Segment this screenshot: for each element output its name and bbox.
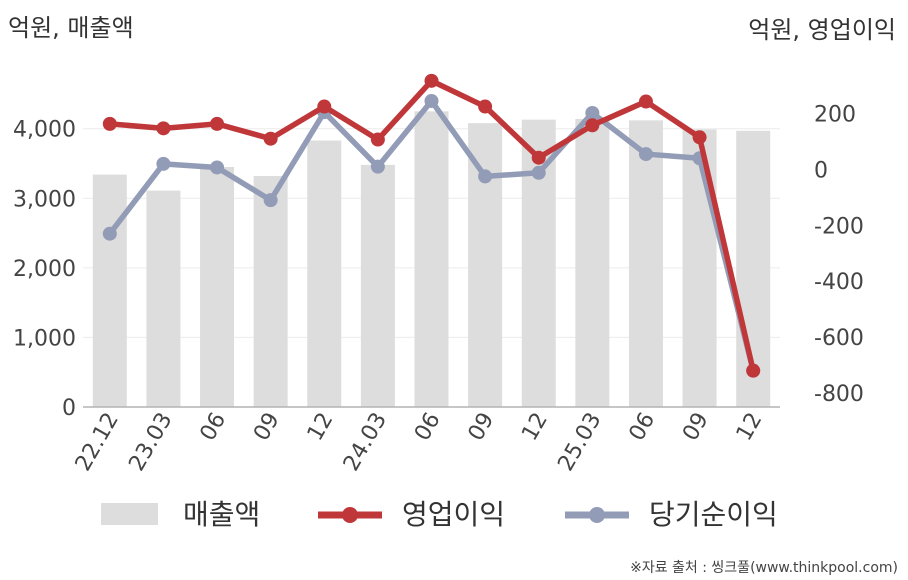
revenue-bar [468,123,503,407]
legend-label-operating-profit: 영업이익 [402,498,505,531]
net-income-point [370,159,385,174]
operating-profit-point [102,116,117,131]
x-tick-label: 23.03 [124,409,177,476]
x-tick-label: 12 [517,409,553,446]
legend-marker-operating-profit [342,507,358,523]
right-tick-label: -600 [814,326,864,351]
source-note: ※자료 출처 : 씽크풀(www.thinkpool.com) [630,560,898,576]
left-tick-label: 4,000 [13,118,76,143]
revenue-bar [628,120,663,407]
operating-profit-point [746,363,761,378]
line-series [102,73,761,378]
operating-profit-point [263,131,278,146]
net-income-point [478,169,493,184]
x-axis-ticks: 22.12 23.03 06 09 12 24.03 06 09 12 25.03 06 09 12 [71,408,768,475]
left-axis-ticks: 0 1,000 2,000 3,000 4,000 [13,118,76,421]
legend-label-revenue: 매출액 [183,498,260,531]
left-tick-label: 0 [62,396,76,421]
right-tick-label: 200 [814,103,856,128]
net-income-point [585,105,600,120]
right-axis-ticks: -800 -600 -400 -200 0 200 [814,103,864,407]
right-tick-label: -400 [814,270,864,295]
operating-profit-point [638,94,653,109]
operating-profit-point [156,121,171,136]
revenue-bar [575,118,610,407]
operating-profit-point [692,130,707,145]
net-income-point [210,160,225,175]
operating-profit-point [585,118,600,133]
operating-profit-point [210,116,225,131]
left-tick-label: 1,000 [13,326,76,351]
x-tick-label: 25.03 [553,409,606,476]
x-tick-label: 06 [410,409,446,446]
x-tick-label: 09 [249,409,285,446]
left-axis-unit-label: 억원, 매출액 [8,14,134,42]
revenue-bar [253,176,288,407]
x-tick-label: 09 [464,408,500,445]
operating-profit-point [424,73,439,88]
x-tick-label: 12 [732,409,768,446]
left-tick-label: 2,000 [13,257,76,282]
revenue-bar [307,140,342,407]
left-tick-label: 3,000 [13,187,76,212]
revenue-bar [92,174,127,407]
x-tick-label: 22.12 [71,409,124,476]
right-tick-label: 0 [814,158,828,183]
right-axis-unit-label: 억원, 영업이익 [748,16,896,44]
revenue-bar [682,129,717,407]
net-income-point [638,147,653,162]
legend-swatch-revenue [101,503,158,525]
net-income-point [531,165,546,180]
right-tick-label: -800 [814,382,864,407]
operating-profit-point [370,132,385,147]
operating-profit-point [317,99,332,114]
x-tick-label: 06 [625,409,661,446]
right-tick-label: -200 [814,214,864,239]
net-income-point [424,93,439,108]
x-tick-label: 06 [196,409,232,446]
bar-series-revenue [92,111,771,408]
legend-label-net-income: 당기순이익 [649,498,778,531]
x-tick-label: 12 [303,409,339,446]
revenue-bar [200,166,235,407]
revenue-bar [414,111,449,408]
net-income-point [102,226,117,241]
x-tick-label: 24.03 [339,409,392,476]
legend-marker-net-income [589,507,605,523]
net-income-point [263,193,278,208]
legend: 매출액 영업이익 당기순이익 [101,498,778,531]
operating-profit-point [531,150,546,165]
x-tick-label: 09 [678,409,714,446]
revenue-bar [360,164,395,407]
net-income-point [156,156,171,171]
operating-profit-point [478,99,493,114]
revenue-bar [146,190,181,407]
